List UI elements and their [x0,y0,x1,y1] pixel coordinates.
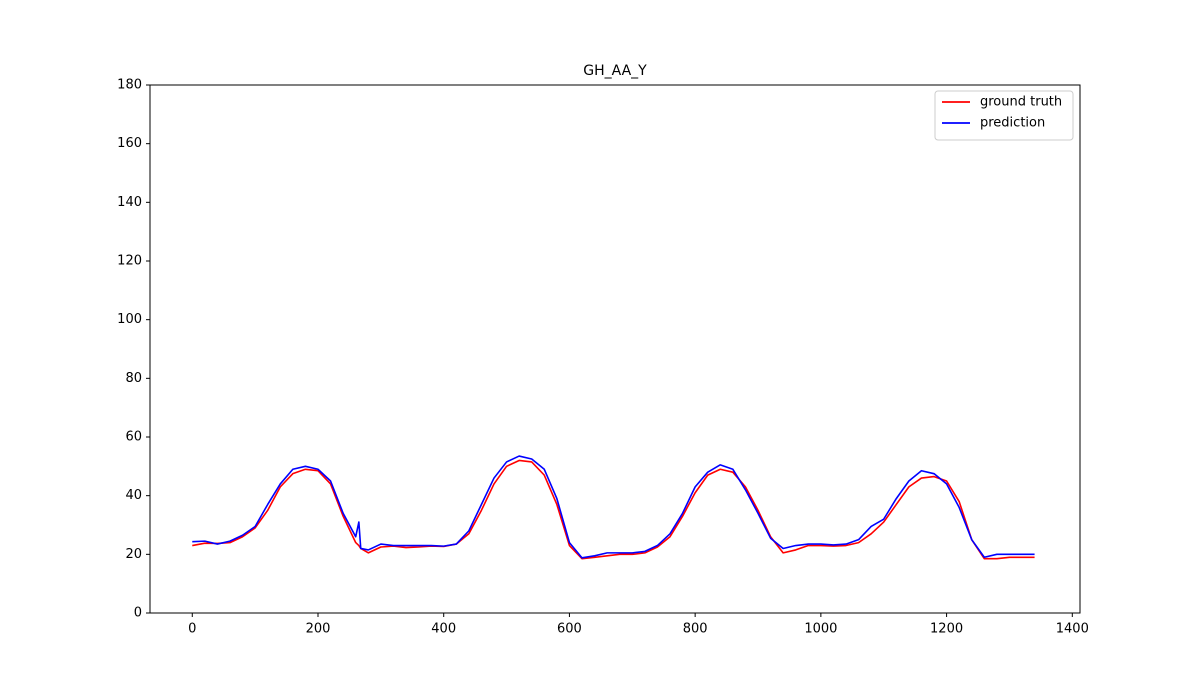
plot-frame [149,84,1081,614]
chart-title: GH_AA_Y [583,63,647,79]
legend-label: prediction [980,116,1045,131]
x-tick-label: 400 [431,622,456,637]
y-tick-label: 20 [125,547,142,562]
x-tick-label: 800 [683,622,708,637]
y-tick-label: 180 [117,78,142,93]
series-line [192,459,1035,560]
y-tick-label: 120 [117,254,142,269]
y-tick-label: 40 [125,488,142,503]
x-tick-label: 600 [557,622,582,637]
x-tick-label: 0 [188,622,196,637]
series-line [192,455,1035,559]
y-tick-label: 80 [125,371,142,386]
y-tick-label: 0 [134,606,142,621]
x-tick-label: 1400 [1056,622,1089,637]
y-tick-label: 140 [117,195,142,210]
legend-box [934,90,1074,141]
y-tick-label: 160 [117,136,142,151]
x-tick-label: 1200 [930,622,963,637]
y-tick-label: 60 [125,430,142,445]
legend-label: ground truth [980,95,1062,110]
x-tick-label: 200 [306,622,331,637]
y-tick-label: 100 [117,312,142,327]
x-tick-label: 1000 [804,622,837,637]
